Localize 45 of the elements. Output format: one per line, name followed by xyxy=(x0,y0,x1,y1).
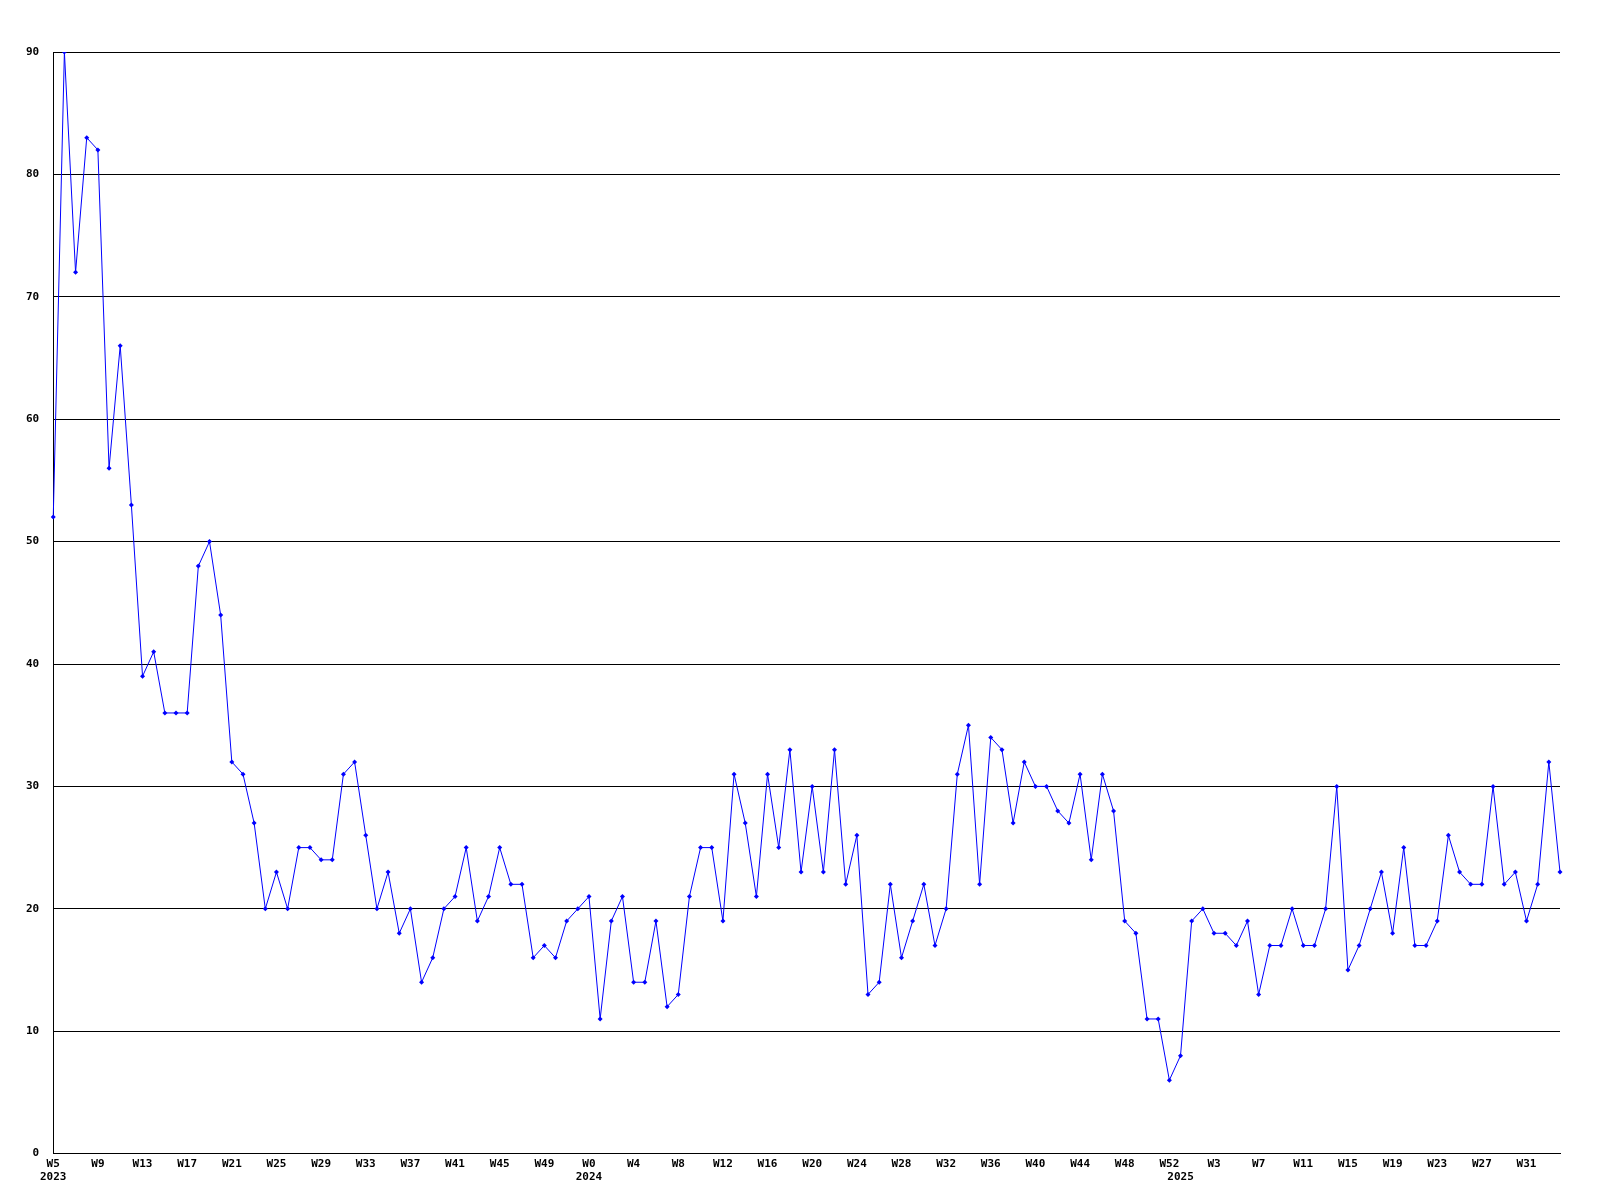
x-tick-label: 2025 xyxy=(1167,1170,1194,1184)
y-tick-label: 30 xyxy=(26,779,40,793)
x-tick-label: W12 xyxy=(712,1157,733,1171)
x-tick-label: W19 xyxy=(1382,1157,1403,1171)
x-tick-label: W32 xyxy=(936,1157,957,1171)
x-tick-label: W11 xyxy=(1293,1157,1314,1171)
y-tick-label: 60 xyxy=(26,412,40,426)
y-tick-label: 40 xyxy=(26,656,40,670)
x-tick-label: W16 xyxy=(757,1157,778,1171)
x-tick-label: W41 xyxy=(445,1157,466,1171)
y-tick-label: 20 xyxy=(26,901,40,915)
x-tick-label: W45 xyxy=(489,1157,510,1171)
x-tick-label: W25 xyxy=(266,1157,287,1171)
x-tick-label: W24 xyxy=(846,1157,868,1171)
x-tick-label: W33 xyxy=(355,1157,376,1171)
x-tick-label: W17 xyxy=(177,1157,198,1171)
x-tick-label: W27 xyxy=(1471,1157,1492,1171)
x-tick-label: W8 xyxy=(671,1157,685,1171)
x-tick-label: W9 xyxy=(91,1157,105,1171)
x-tick-label: W21 xyxy=(221,1157,243,1171)
y-tick-label: 90 xyxy=(26,44,40,58)
x-tick-label: W23 xyxy=(1427,1157,1448,1171)
y-tick-label: 70 xyxy=(26,289,40,303)
x-tick-label: W48 xyxy=(1114,1157,1135,1171)
y-tick-label: 80 xyxy=(26,167,40,181)
x-tick-label: W40 xyxy=(1025,1157,1046,1171)
x-tick-label: W15 xyxy=(1338,1157,1358,1171)
y-tick-label: 10 xyxy=(26,1024,40,1038)
x-tick-label: W44 xyxy=(1070,1157,1091,1171)
x-tick-label: W20 xyxy=(802,1157,823,1171)
x-tick-label: W28 xyxy=(891,1157,912,1171)
x-tick-label: W29 xyxy=(311,1157,332,1171)
x-tick-label: W0 2024 xyxy=(575,1157,603,1184)
x-tick-label: W4 xyxy=(627,1157,641,1171)
x-tick-label: W36 xyxy=(980,1157,1002,1171)
y-tick-label: 0 xyxy=(32,1146,40,1160)
x-tick-label: W49 xyxy=(534,1157,555,1171)
x-tick-label: W52 xyxy=(1159,1157,1180,1171)
x-tick-label: W31 xyxy=(1516,1157,1537,1171)
x-tick-label: W37 xyxy=(400,1157,421,1171)
x-tick-label: W3 xyxy=(1207,1157,1221,1171)
x-tick-label: W13 xyxy=(132,1157,153,1171)
x-tick-label: W7 xyxy=(1252,1157,1266,1171)
y-tick-label: 50 xyxy=(26,534,40,548)
x-tick-label: W5 2023 xyxy=(40,1157,67,1184)
